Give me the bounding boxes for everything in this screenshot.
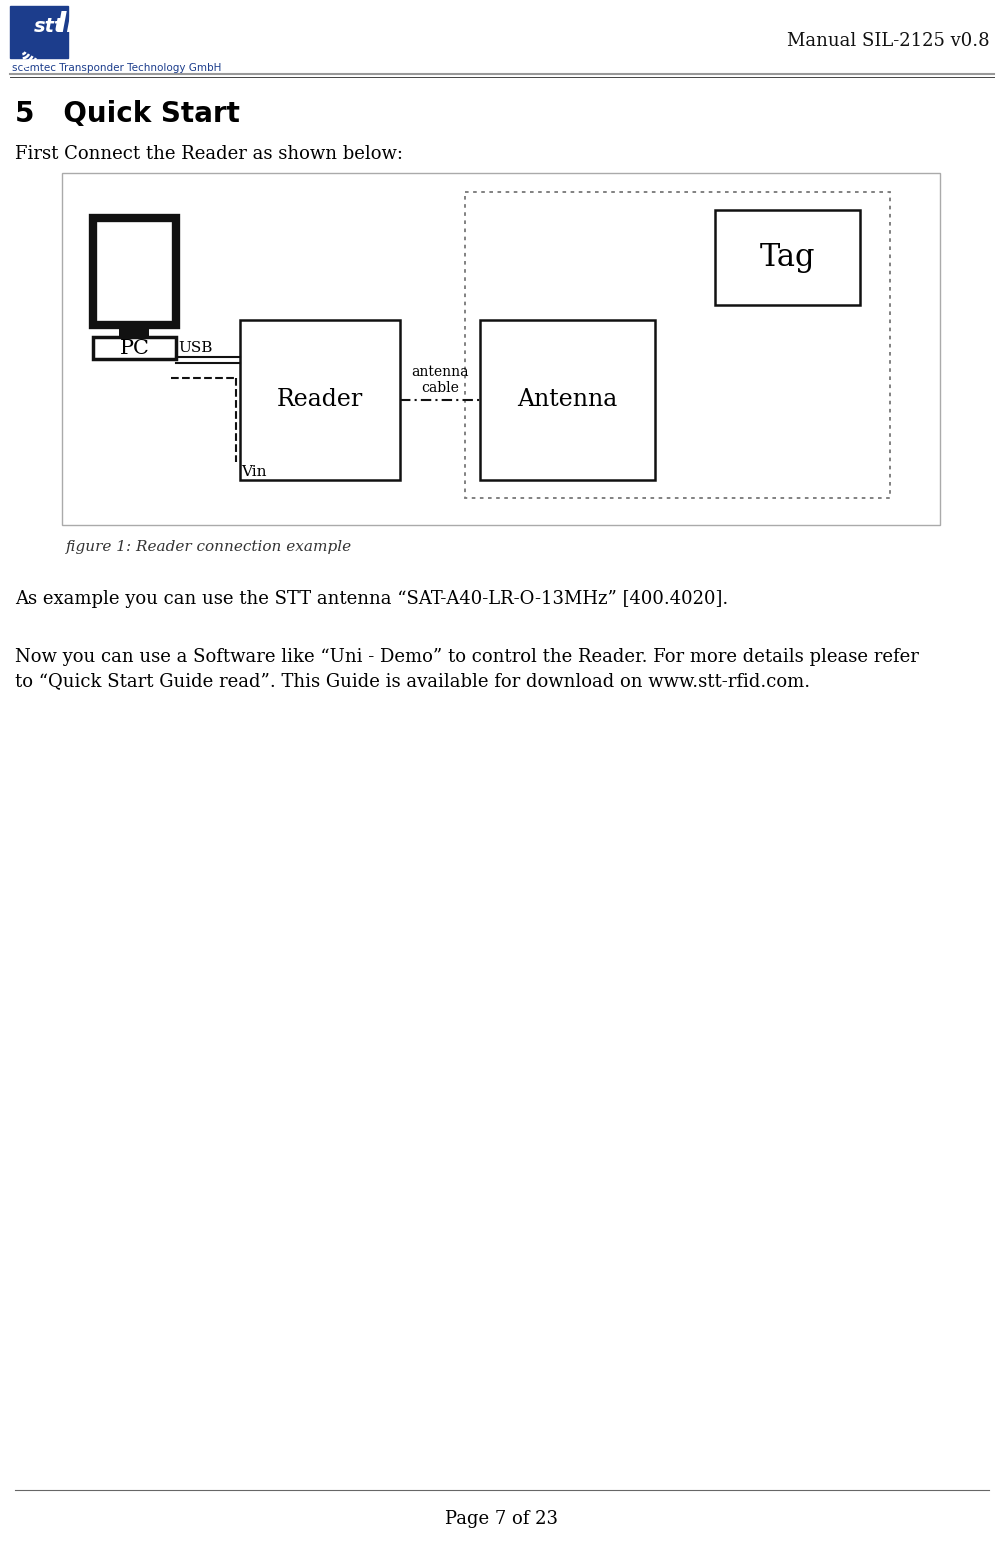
Text: Page 7 of 23: Page 7 of 23: [445, 1510, 558, 1527]
Text: As example you can use the STT antenna “SAT-A40-LR-O-13MHz” [400.4020].: As example you can use the STT antenna “…: [15, 591, 727, 608]
Text: antenna
cable: antenna cable: [411, 365, 468, 394]
Bar: [240, 320, 399, 479]
Text: stt: stt: [34, 17, 64, 37]
Text: PC: PC: [119, 339, 149, 357]
Bar: [464, 192, 889, 498]
Text: First Connect the Reader as shown below:: First Connect the Reader as shown below:: [15, 145, 402, 162]
Bar: [62, 173, 939, 526]
Bar: [10, 6, 68, 59]
Bar: [93, 337, 176, 359]
Text: ID: ID: [56, 9, 89, 39]
Text: Reader: Reader: [277, 388, 363, 411]
Text: scemtec Transponder Technology GmbH: scemtec Transponder Technology GmbH: [12, 63, 221, 73]
Text: to “Quick Start Guide read”. This Guide is available for download on www.stt-rfi: to “Quick Start Guide read”. This Guide …: [15, 673, 809, 690]
Text: Antenna: Antenna: [517, 388, 617, 411]
Bar: [119, 325, 149, 337]
Text: Tag: Tag: [759, 243, 814, 274]
Bar: [479, 320, 654, 479]
Text: Now you can use a Software like “Uni - Demo” to control the Reader. For more det: Now you can use a Software like “Uni - D…: [15, 648, 918, 666]
Bar: [93, 218, 176, 325]
Text: figure 1: Reader connection example: figure 1: Reader connection example: [66, 540, 352, 553]
Text: 5   Quick Start: 5 Quick Start: [15, 100, 240, 128]
Text: USB: USB: [178, 342, 213, 356]
Text: Manual SIL-2125 v0.8: Manual SIL-2125 v0.8: [786, 32, 989, 49]
Text: Vin: Vin: [241, 465, 266, 479]
Bar: [714, 210, 860, 305]
